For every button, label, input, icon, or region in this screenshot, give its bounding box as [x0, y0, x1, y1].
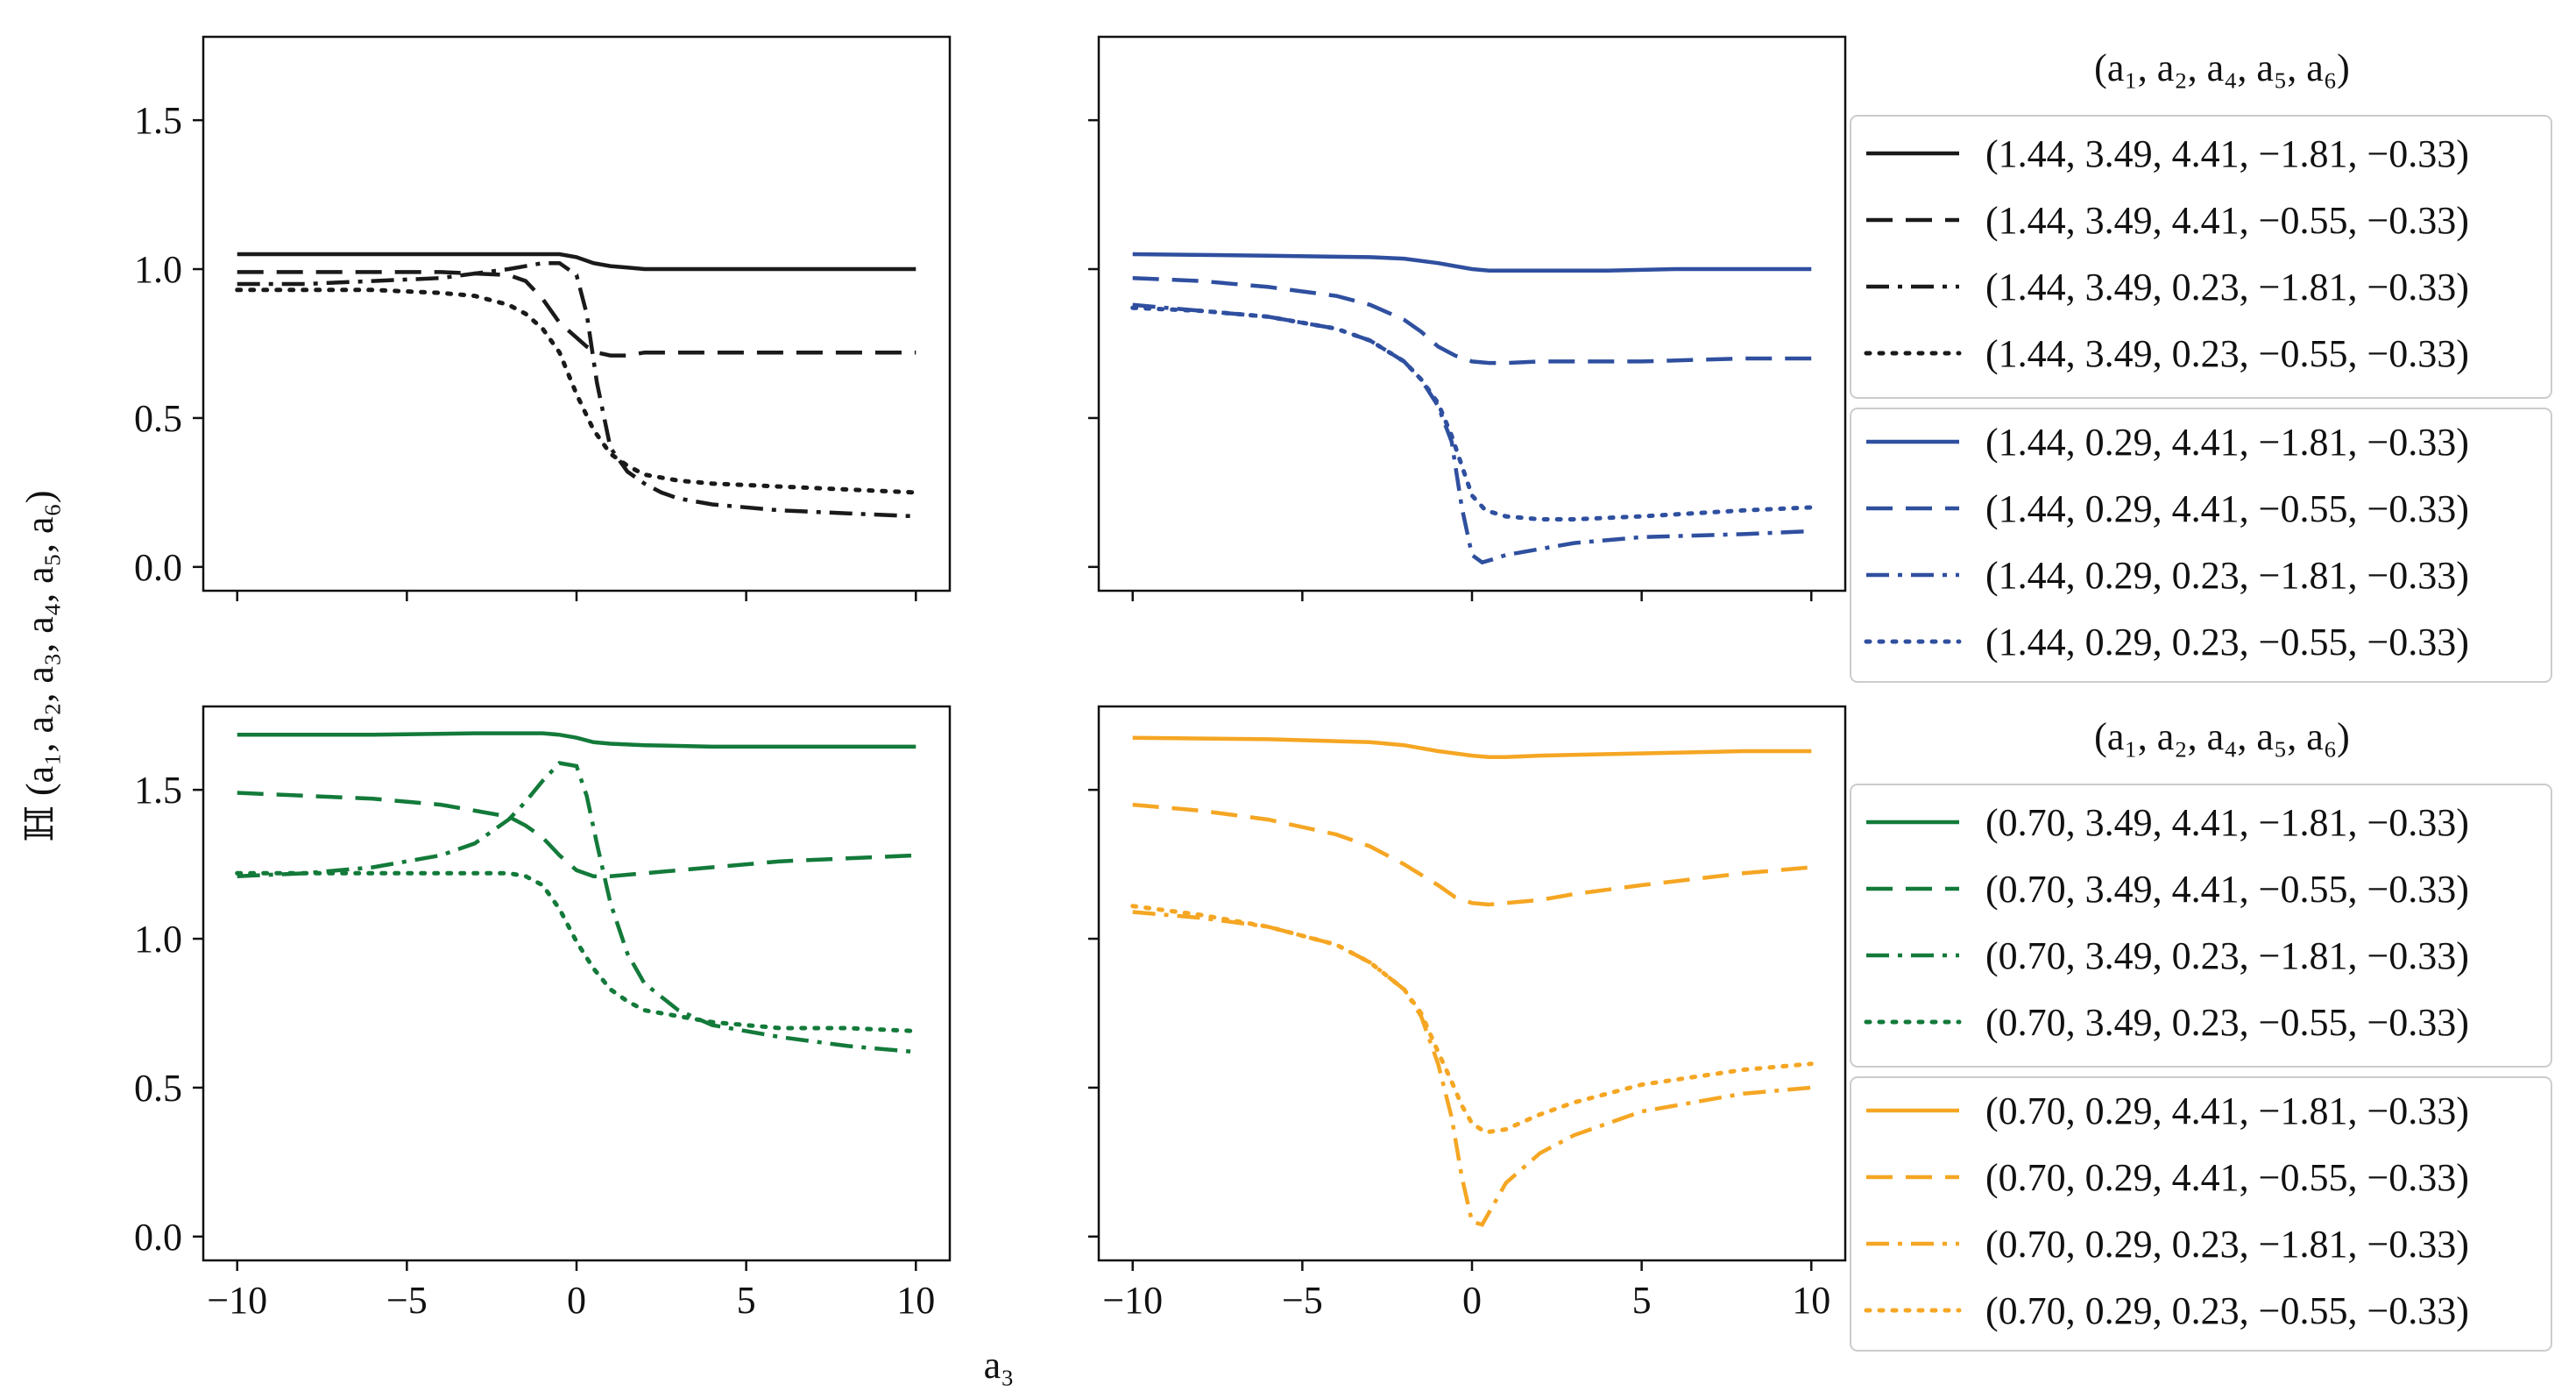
- axes-frame: [1097, 705, 1847, 1262]
- series-line-top-right-solid: [1132, 252, 1812, 273]
- legend-box: [1850, 784, 2552, 1068]
- x-tick-label: −10: [1102, 1279, 1163, 1322]
- series-line-top-right-dashdot: [1132, 302, 1812, 565]
- series-line-bottom-left-dashdot: [237, 761, 916, 1054]
- x-axis-label: a₃: [984, 1344, 1015, 1387]
- legend-entry-label: (0.70, 0.29, 4.41, −1.81, −0.33): [1985, 1089, 2469, 1132]
- x-tick-label: −10: [207, 1279, 267, 1322]
- legend-entry-label: (1.44, 3.49, 4.41, −1.81, −0.33): [1985, 132, 2469, 175]
- x-tick-label: −5: [1282, 1279, 1323, 1322]
- x-tick-label: −5: [386, 1279, 428, 1322]
- legend-box: [1850, 115, 2552, 399]
- series-line-bottom-left-dotted: [235, 870, 918, 1033]
- legend-entry-label: (0.70, 0.29, 0.23, −0.55, −0.33): [1985, 1289, 2469, 1332]
- series-line-bottom-left-solid: [237, 731, 916, 749]
- series-line-top-left-dashdot: [237, 260, 916, 519]
- series-line-bottom-right-dotted: [1130, 904, 1814, 1135]
- legend-bottom-right: (0.70, 0.29, 4.41, −1.81, −0.33) (0.70, 0…: [1850, 1076, 2552, 1352]
- y-tick-label: 0.5: [134, 397, 182, 440]
- legend-entry-label: (1.44, 0.29, 4.41, −1.81, −0.33): [1985, 421, 2469, 464]
- legend-entry-label: (1.44, 3.49, 0.23, −1.81, −0.33): [1985, 266, 2469, 309]
- series-line-bottom-right-dashed: [1132, 802, 1812, 907]
- panel-bottom-right: −10 −5 0 5 10: [1088, 705, 1847, 1322]
- y-tick-label: 0.0: [134, 546, 182, 589]
- series-line-top-left-dotted: [235, 287, 918, 495]
- legend-entry-label: (1.44, 3.49, 0.23, −0.55, −0.33): [1985, 332, 2469, 375]
- legend-entry-label: (0.70, 3.49, 0.23, −0.55, −0.33): [1985, 1001, 2469, 1044]
- y-tick-label: 1.5: [134, 769, 182, 812]
- panel-top-right: [1088, 35, 1847, 601]
- y-tick-label: 1.5: [134, 99, 182, 142]
- series-line-bottom-left-dashed: [237, 791, 916, 878]
- panel-bottom-left: −10 −5 0 5 10 0.0 0.5 1.0 1.5: [134, 705, 952, 1322]
- y-tick-label: 0.0: [134, 1216, 182, 1259]
- x-tick-label: 0: [1462, 1279, 1482, 1322]
- legend-title-top: (a₁, a₂, a₄, a₅, a₆): [2094, 46, 2350, 89]
- series-line-bottom-right-solid: [1132, 735, 1812, 760]
- panels: 0.0 0.5 1.0 1.5 −10 −5 0 5 10 0.0 0.5 1.0 1.5 −10 −5 0 5…: [134, 35, 1847, 1322]
- series-line-top-left-dashed: [237, 270, 916, 358]
- y-axis-label: ℍ (a₁, a₂, a₃, a₄, a₅, a₆): [18, 490, 61, 841]
- legend-entry-label: (0.70, 0.29, 4.41, −0.55, −0.33): [1985, 1156, 2469, 1199]
- legend-entry-label: (0.70, 3.49, 4.41, −1.81, −0.33): [1985, 801, 2469, 844]
- series-line-top-right-dotted: [1130, 305, 1814, 522]
- legend-top-left: (1.44, 3.49, 4.41, −1.81, −0.33) (1.44, 3…: [1850, 115, 2552, 399]
- x-tick-label: 5: [1632, 1279, 1652, 1322]
- series-line-bottom-right-dashdot: [1132, 910, 1812, 1227]
- legend-bottom-left: (0.70, 3.49, 4.41, −1.81, −0.33) (0.70, 3…: [1850, 784, 2552, 1068]
- legend-entry-label: (0.70, 0.29, 0.23, −1.81, −0.33): [1985, 1223, 2469, 1266]
- panel-top-left: 0.0 0.5 1.0 1.5: [134, 35, 952, 601]
- x-tick-label: 0: [567, 1279, 586, 1322]
- legend-entry-label: (1.44, 0.29, 0.23, −0.55, −0.33): [1985, 621, 2469, 664]
- legend-top-right: (1.44, 0.29, 4.41, −1.81, −0.33) (1.44, 0…: [1850, 408, 2552, 683]
- x-tick-label: 5: [737, 1279, 756, 1322]
- x-tick-label: 10: [1792, 1279, 1830, 1322]
- legend-box: [1850, 408, 2552, 683]
- legend-entry-label: (0.70, 3.49, 0.23, −1.81, −0.33): [1985, 934, 2469, 977]
- y-tick-label: 1.0: [134, 918, 182, 961]
- legend-entry-label: (1.44, 3.49, 4.41, −0.55, −0.33): [1985, 199, 2469, 242]
- legend-entry-label: (1.44, 0.29, 4.41, −0.55, −0.33): [1985, 487, 2469, 530]
- y-tick-label: 0.5: [134, 1067, 182, 1110]
- axes-frame: [202, 35, 952, 593]
- legend-title-bottom: (a₁, a₂, a₄, a₅, a₆): [2094, 715, 2350, 758]
- y-tick-label: 1.0: [134, 248, 182, 291]
- axes-frame: [202, 705, 952, 1262]
- legends: (1.44, 3.49, 4.41, −1.81, −0.33) (1.44, 3…: [1850, 115, 2552, 1352]
- legend-entry-label: (1.44, 0.29, 0.23, −1.81, −0.33): [1985, 554, 2469, 597]
- series-line-top-left-solid: [237, 252, 916, 272]
- legend-box: [1850, 1076, 2552, 1352]
- legend-entry-label: (0.70, 3.49, 4.41, −0.55, −0.33): [1985, 868, 2469, 911]
- series-line-top-right-dashed: [1132, 275, 1812, 365]
- x-tick-label: 10: [896, 1279, 935, 1322]
